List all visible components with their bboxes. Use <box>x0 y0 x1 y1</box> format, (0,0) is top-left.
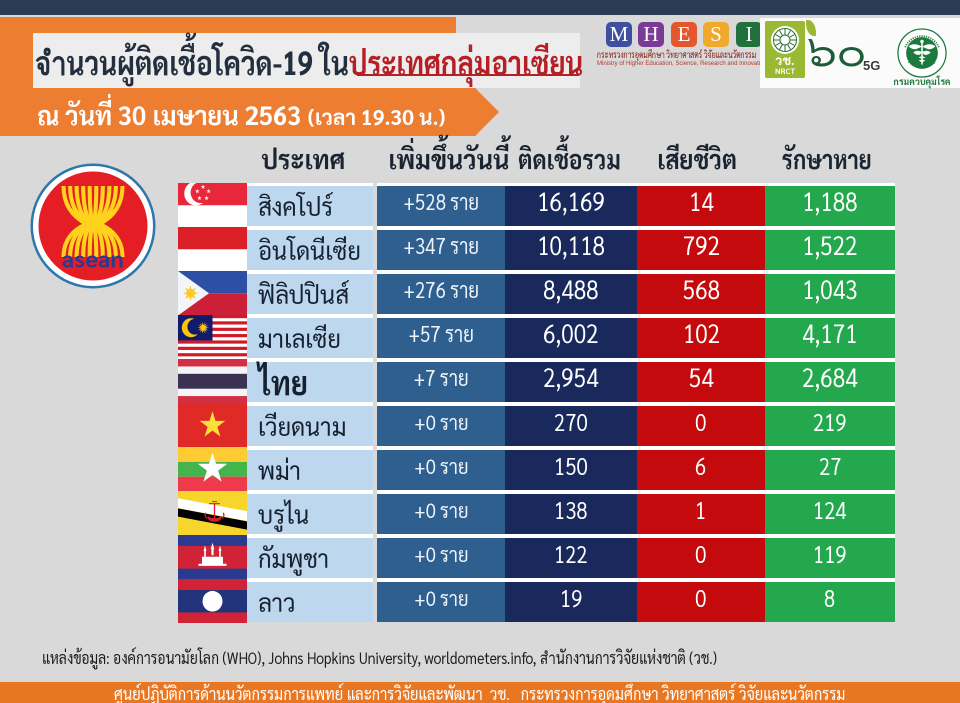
svg-text:NRCT: NRCT <box>775 65 795 76</box>
svg-text:asean: asean <box>62 244 124 274</box>
svg-text:วช.: วช. <box>775 52 794 69</box>
